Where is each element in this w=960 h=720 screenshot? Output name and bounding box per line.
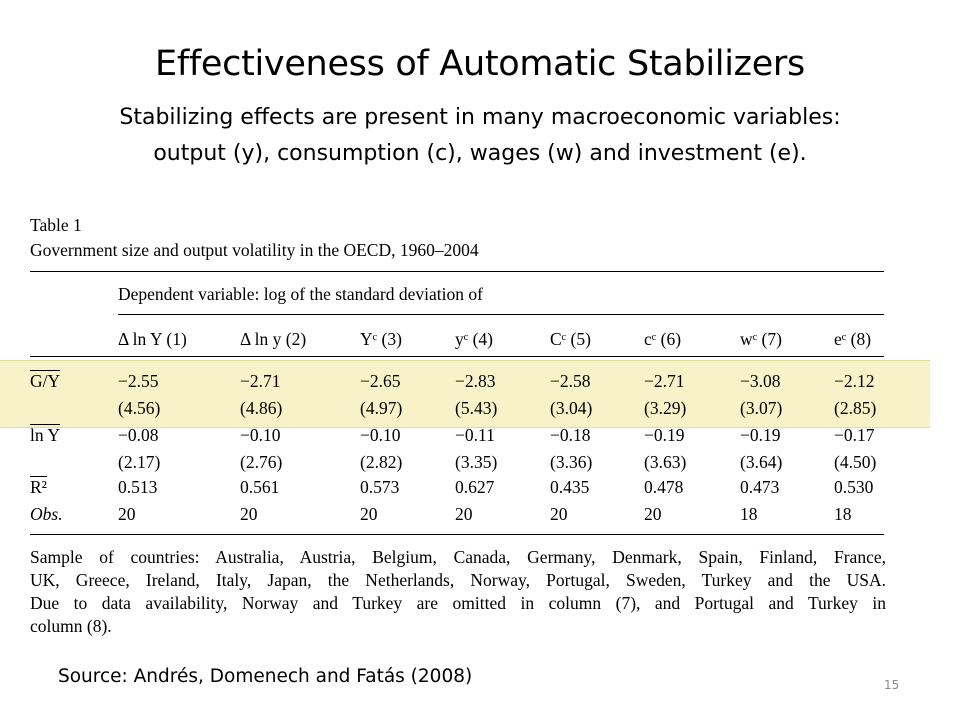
table-cell: −0.08: [118, 425, 159, 445]
table-caption: Government size and output volatility in…: [30, 240, 479, 260]
column-header-1: Δ ln Y (1): [118, 329, 187, 349]
table-cell: (2.85): [834, 398, 877, 418]
table-cell: (4.56): [118, 398, 161, 418]
column-header-7: wᶜ (7): [740, 329, 782, 349]
table-cell: 20: [240, 504, 258, 524]
table-cell: −3.08: [740, 371, 781, 391]
table-cell: 0.435: [550, 477, 590, 497]
table-cell: 0.627: [455, 477, 495, 497]
table-cell: 20: [550, 504, 568, 524]
table-cell: −0.10: [240, 425, 281, 445]
column-header-4: yᶜ (4): [455, 329, 494, 349]
table-cell: 0.530: [834, 477, 874, 497]
table-cell: (4.86): [240, 398, 283, 418]
table-cell: −0.17: [834, 425, 875, 445]
table-cell: 20: [644, 504, 662, 524]
table-cell: −2.83: [455, 371, 496, 391]
table-cell: (3.04): [550, 398, 593, 418]
column-header-3: Yᶜ (3): [360, 329, 402, 349]
table-cell: (3.07): [740, 398, 783, 418]
subtitle-line-1: Stabilizing effects are present in many …: [119, 105, 841, 130]
table-cell: −2.12: [834, 371, 875, 391]
table-cell: (3.29): [644, 398, 687, 418]
column-header-8: eᶜ (8): [834, 329, 872, 349]
row-label-r-squared: R²: [30, 476, 47, 497]
table-cell: (5.43): [455, 398, 498, 418]
page-number: 15: [884, 678, 900, 692]
table-cell: −2.58: [550, 371, 591, 391]
source-citation: Source: Andrés, Domenech and Fatás (2008…: [58, 666, 473, 687]
table-bottom-rule: [30, 534, 884, 535]
note-line: UK, Greece, Ireland, Italy, Japan, the N…: [30, 570, 886, 590]
table-notes: Sample of countries: Australia, Austria,…: [30, 546, 886, 638]
table-cell: (3.36): [550, 452, 593, 472]
column-header-5: Cᶜ (5): [550, 329, 591, 349]
note-line: Sample of countries: Australia, Austria,…: [30, 547, 886, 567]
row-label-ln-y: ln Y: [30, 424, 60, 445]
table-cell: 20: [360, 504, 378, 524]
table-cell: 0.478: [644, 477, 684, 497]
table-cell: 0.561: [240, 477, 280, 497]
subtitle-line-2: output (y), consumption (c), wages (w) a…: [153, 141, 807, 166]
table-cell: (2.76): [240, 452, 283, 472]
table-cell: 20: [455, 504, 473, 524]
table-cell: (2.17): [118, 452, 161, 472]
column-header-6: cᶜ (6): [644, 329, 682, 349]
table-cell: (2.82): [360, 452, 403, 472]
table-cell: −0.11: [455, 425, 495, 445]
table-top-rule: [30, 271, 884, 272]
table-cell: (3.35): [455, 452, 498, 472]
row-label-obs: Obs.: [30, 504, 63, 524]
table-cell: (4.50): [834, 452, 877, 472]
table-cell: (3.64): [740, 452, 783, 472]
header-bottom-rule: [30, 356, 884, 357]
dependent-variable-header: Dependent variable: log of the standard …: [118, 284, 483, 304]
table-cell: −0.10: [360, 425, 401, 445]
table-cell: 0.573: [360, 477, 400, 497]
table-cell: 20: [118, 504, 136, 524]
table-cell: −0.19: [644, 425, 685, 445]
note-line: Due to data availability, Norway and Tur…: [30, 593, 886, 613]
slide-subtitle: Stabilizing effects are present in many …: [0, 100, 960, 172]
slide-title: Effectiveness of Automatic Stabilizers: [155, 44, 805, 84]
table-cell: 0.513: [118, 477, 158, 497]
table-cell: −2.71: [240, 371, 281, 391]
table-cell: (3.63): [644, 452, 687, 472]
table-cell: −0.19: [740, 425, 781, 445]
table-label: Table 1: [30, 215, 82, 235]
table-cell: −2.55: [118, 371, 159, 391]
regression-table: Table 1 Government size and output volat…: [0, 210, 930, 640]
table-cell: 0.473: [740, 477, 780, 497]
table-cell: −2.65: [360, 371, 401, 391]
row-label-g-over-y: G/Y: [30, 370, 61, 391]
table-cell: 18: [740, 504, 758, 524]
table-cell: 18: [834, 504, 852, 524]
table-cell: −0.18: [550, 425, 591, 445]
table-cell: (4.97): [360, 398, 403, 418]
table-cell: −2.71: [644, 371, 685, 391]
note-line: column (8).: [30, 616, 112, 636]
header-sub-rule: [118, 314, 884, 315]
column-header-2: Δ ln y (2): [240, 329, 307, 349]
highlighted-row-band: [0, 360, 930, 428]
